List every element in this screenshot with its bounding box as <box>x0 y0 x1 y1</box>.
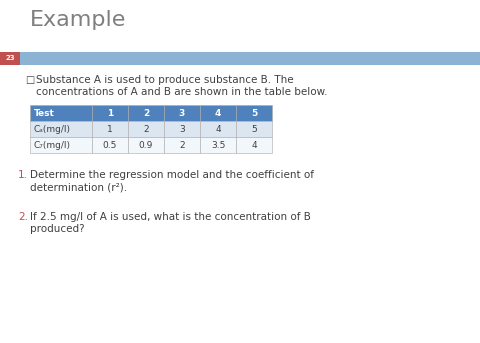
Bar <box>92 105 128 121</box>
Bar <box>128 105 164 121</box>
Text: 2: 2 <box>179 141 184 150</box>
Bar <box>200 105 236 121</box>
Text: 3: 3 <box>179 108 185 118</box>
Text: 5: 5 <box>251 125 256 133</box>
Bar <box>20 52 480 65</box>
Text: C₇(mg/l): C₇(mg/l) <box>34 141 71 150</box>
Text: Example: Example <box>30 10 126 30</box>
Bar <box>92 121 128 137</box>
Bar <box>200 137 236 153</box>
Bar <box>128 137 164 153</box>
Text: Substance A is used to produce substance B. The: Substance A is used to produce substance… <box>36 75 293 85</box>
Text: 4: 4 <box>215 125 220 133</box>
Text: produced?: produced? <box>30 224 84 234</box>
Text: 3.5: 3.5 <box>210 141 225 150</box>
Bar <box>0 52 20 65</box>
Text: 2.: 2. <box>18 212 28 222</box>
Bar <box>236 105 271 121</box>
Text: □: □ <box>25 75 35 85</box>
Bar <box>30 137 92 153</box>
Text: Determine the regression model and the coefficient of: Determine the regression model and the c… <box>30 170 313 180</box>
Text: 1: 1 <box>107 108 113 118</box>
Text: If 2.5 mg/l of A is used, what is the concentration of B: If 2.5 mg/l of A is used, what is the co… <box>30 212 310 222</box>
Text: determination (r²).: determination (r²). <box>30 182 127 192</box>
Bar <box>164 137 200 153</box>
Text: Test: Test <box>34 108 55 118</box>
Bar <box>164 105 200 121</box>
Text: 1.: 1. <box>18 170 28 180</box>
Bar <box>236 137 271 153</box>
Text: Cₐ(mg/l): Cₐ(mg/l) <box>34 125 71 133</box>
Text: 1: 1 <box>107 125 113 133</box>
Text: 23: 23 <box>5 56 15 61</box>
Bar <box>30 121 92 137</box>
Text: 4: 4 <box>215 108 221 118</box>
Text: 2: 2 <box>143 108 149 118</box>
Text: 0.9: 0.9 <box>139 141 153 150</box>
Bar <box>30 105 92 121</box>
Text: 2: 2 <box>143 125 148 133</box>
Bar <box>92 137 128 153</box>
Text: 4: 4 <box>251 141 256 150</box>
Text: concentrations of A and B are shown in the table below.: concentrations of A and B are shown in t… <box>36 87 327 97</box>
Text: 3: 3 <box>179 125 184 133</box>
Bar <box>164 121 200 137</box>
Bar <box>236 121 271 137</box>
Text: 0.5: 0.5 <box>103 141 117 150</box>
Bar <box>128 121 164 137</box>
Text: 5: 5 <box>251 108 257 118</box>
Bar <box>200 121 236 137</box>
